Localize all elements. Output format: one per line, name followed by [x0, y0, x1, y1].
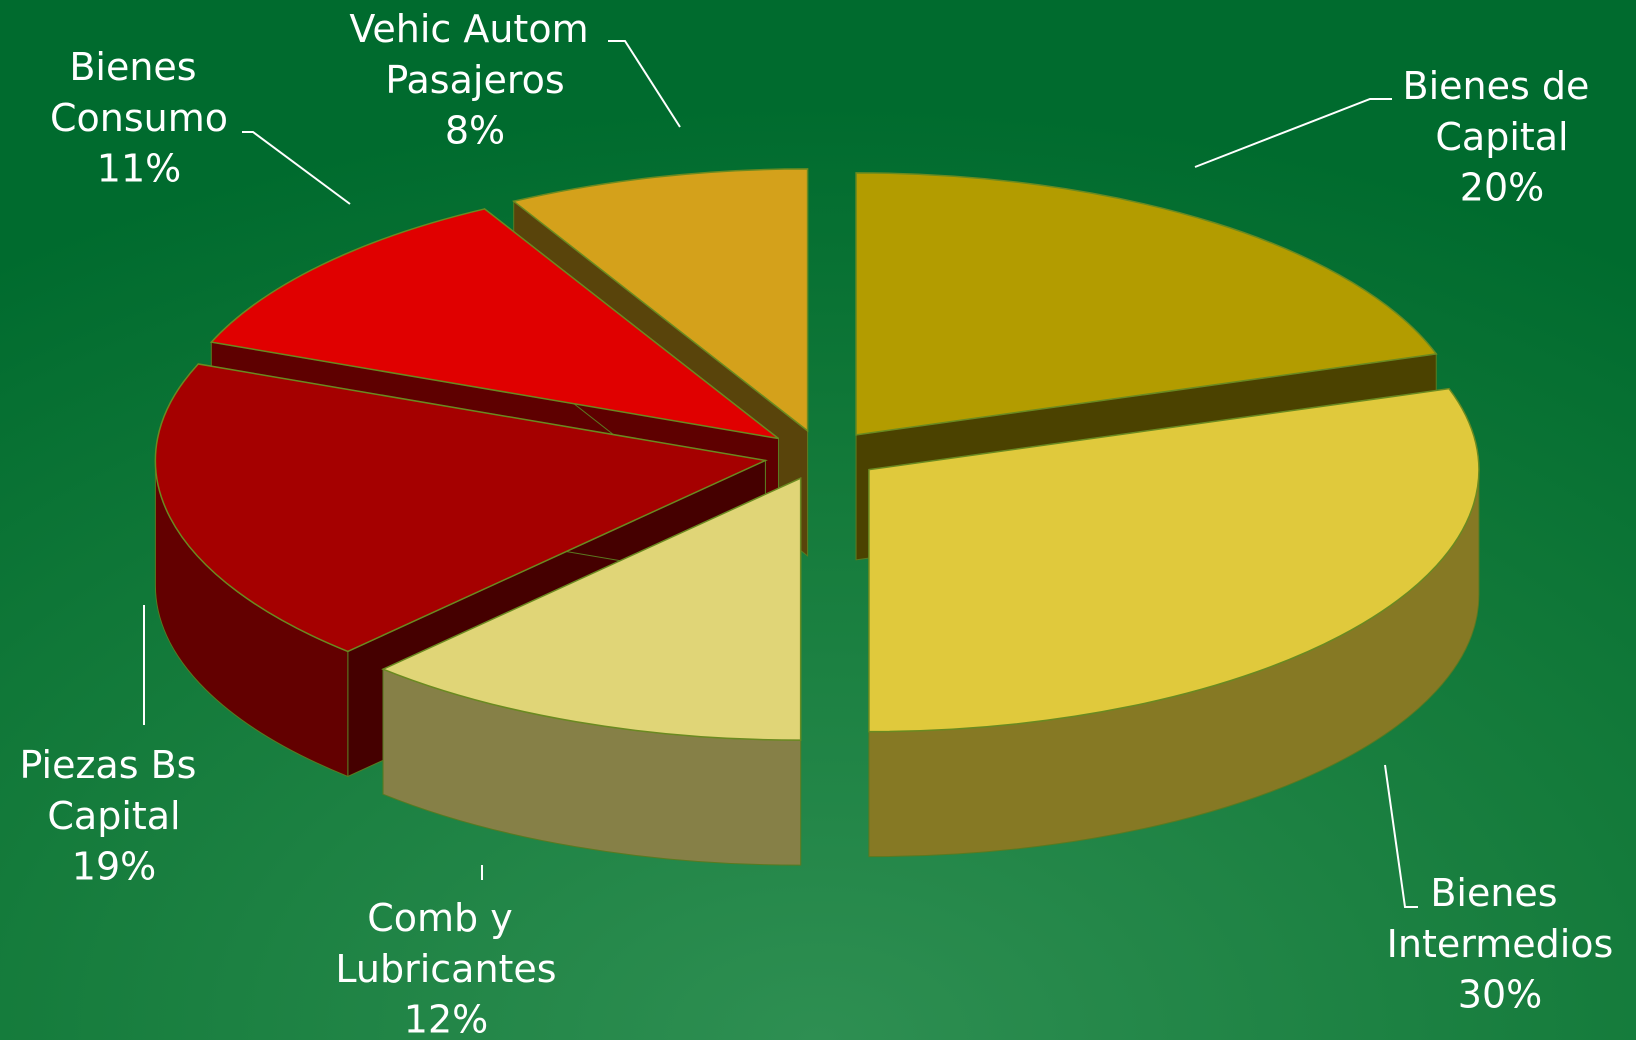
percent-label: 30%	[1458, 973, 1542, 1017]
label-line: Capital	[47, 794, 180, 838]
label-line: Bienes	[1430, 871, 1569, 915]
leader-line	[1194, 98, 1392, 168]
leader-line	[242, 131, 351, 205]
percent-label: 12%	[404, 998, 488, 1040]
slice-top	[868, 387, 1480, 733]
label-line: Lubricantes	[335, 947, 556, 991]
label-line: Bienes	[69, 45, 208, 89]
label-line: Bienes de	[1403, 64, 1602, 108]
leader-line	[608, 40, 681, 128]
slice-top	[209, 208, 779, 440]
percent-label: 19%	[72, 845, 156, 889]
slice	[381, 476, 802, 866]
slice-label: Vehic Autom Pasajeros	[349, 7, 600, 102]
label-line: Vehic Autom	[349, 7, 600, 51]
slice-label: Piezas Bs Capital	[19, 743, 208, 838]
percent-label: 11%	[97, 147, 181, 191]
slice-top	[381, 476, 802, 741]
label-line: Pasajeros	[385, 58, 564, 102]
slice-top	[855, 172, 1438, 436]
slice	[868, 387, 1480, 858]
percent-label: 20%	[1460, 166, 1544, 210]
label-line: Intermedios	[1387, 922, 1614, 966]
leader-line	[1384, 764, 1418, 908]
label-line: Capital	[1435, 115, 1568, 159]
slice-label: Comb y Lubricantes	[335, 896, 556, 991]
slice-label: Bienes de Capital	[1403, 64, 1602, 159]
slice-top	[154, 363, 768, 653]
slice-label: Bienes Consumo	[50, 45, 228, 140]
percent-label: 8%	[445, 109, 505, 153]
slice-top	[512, 168, 809, 433]
label-line: Piezas Bs	[19, 743, 208, 787]
label-line: Comb y	[367, 896, 525, 940]
label-line: Consumo	[50, 96, 228, 140]
slice-label: Bienes Intermedios	[1387, 871, 1614, 966]
